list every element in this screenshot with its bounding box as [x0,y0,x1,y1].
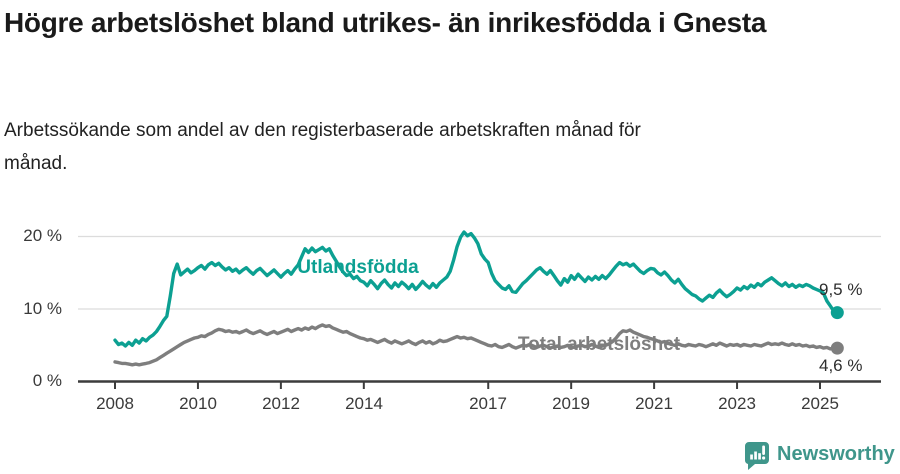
series-label-utlandsfodda: Utlandsfödda [297,257,419,278]
x-tick-label-2025: 2025 [801,394,839,413]
speech-bubble-shape [744,442,769,470]
series-line-utlandsfodda [113,230,839,348]
exclamation-dot [762,456,766,460]
x-tick-label-2010: 2010 [179,394,217,413]
x-tick-label-2023: 2023 [718,394,756,413]
series-end-dot-total [830,341,844,355]
end-value-label-utlandsfodda: 9,5 % [819,280,863,299]
end-value-label-total: 4,6 % [819,356,863,375]
newsworthy-logo-icon [744,442,769,470]
bar-1 [750,454,753,460]
bar-3 [758,453,761,460]
x-tick-label-2014: 2014 [345,394,383,413]
bar-2 [754,451,757,460]
y-tick-label-20: 20 % [23,226,62,245]
exclamation-bar [762,445,765,455]
chart-subtitle: Arbetssökande som andel av den registerb… [4,120,641,174]
series-label-total-arbetsloshet: Total arbetslöshet [517,334,681,355]
series-line-total [113,323,839,367]
gridlines [78,235,881,310]
x-tick-label-2021: 2021 [635,394,673,413]
x-tick-label-2017: 2017 [469,394,507,413]
x-tick-label-2008: 2008 [96,394,134,413]
brand-name: Newsworthy [777,443,895,465]
x-tick-label-2019: 2019 [552,394,590,413]
page-title: Högre arbetslöshet bland utrikes- än inr… [4,7,767,38]
series-lines [113,230,844,367]
newsworthy-attribution: Newsworthy [744,441,895,471]
x-tick-label-2012: 2012 [262,394,300,413]
y-tick-label-10: 10 % [23,299,62,318]
y-tick-label-0: 0 % [32,371,62,390]
series-end-dot-utlandsfodda [830,306,844,320]
x-axis [78,380,881,389]
